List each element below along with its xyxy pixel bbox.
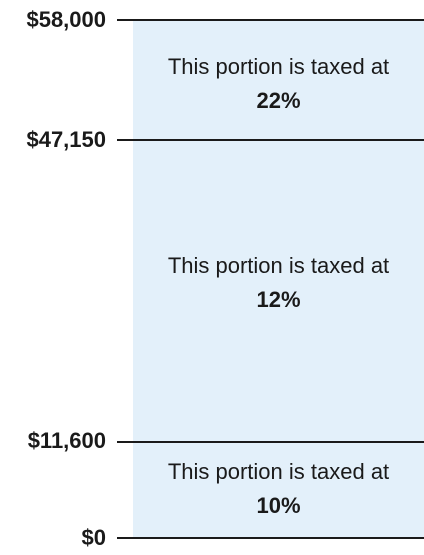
amount-label-0: $0	[81, 525, 106, 550]
band-description: This portion is taxed at	[167, 54, 390, 79]
band-rate: 22%	[256, 88, 301, 113]
bracket-line-0	[117, 537, 424, 539]
amount-label-47150: $47,150	[26, 127, 106, 152]
amount-label-58000: $58,000	[26, 7, 106, 32]
bracket-line-11600	[117, 441, 424, 443]
bracket-line-58000	[117, 19, 424, 21]
band-12-percent: This portion is taxed at 12%	[133, 249, 424, 317]
taxed-income-column	[133, 20, 424, 538]
band-22-percent: This portion is taxed at 22%	[133, 50, 424, 118]
band-description: This portion is taxed at	[167, 253, 390, 278]
band-rate: 10%	[256, 493, 301, 518]
band-10-percent: This portion is taxed at 10%	[133, 455, 424, 523]
amount-label-11600: $11,600	[27, 428, 106, 453]
band-description: This portion is taxed at	[167, 459, 390, 484]
bracket-line-47150	[117, 139, 424, 141]
band-rate: 12%	[256, 287, 301, 312]
